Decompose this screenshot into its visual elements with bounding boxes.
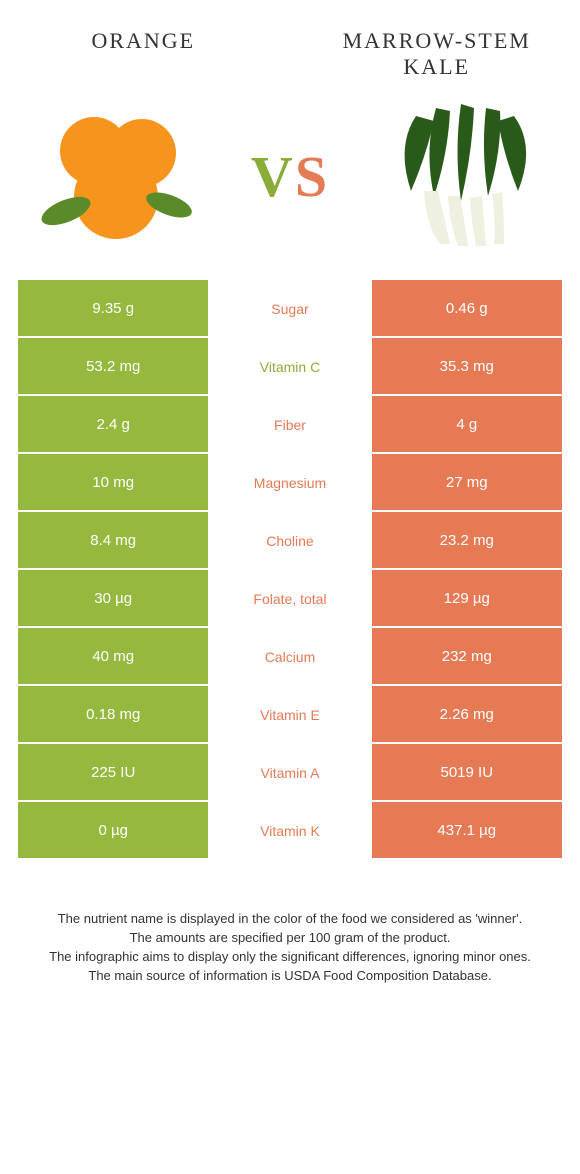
left-value: 8.4 mg [18, 512, 208, 570]
table-row: 40 mgCalcium232 mg [18, 628, 562, 686]
left-value: 10 mg [18, 454, 208, 512]
footer-line-1: The nutrient name is displayed in the co… [32, 910, 548, 929]
footer-notes: The nutrient name is displayed in the co… [18, 860, 562, 985]
footer-line-2: The amounts are specified per 100 gram o… [32, 929, 548, 948]
right-value: 27 mg [372, 454, 562, 512]
nutrient-name: Choline [208, 512, 371, 570]
footer-line-4: The main source of information is USDA F… [32, 967, 548, 986]
left-value: 53.2 mg [18, 338, 208, 396]
footer-line-3: The infographic aims to display only the… [32, 948, 548, 967]
left-value: 9.35 g [18, 280, 208, 338]
nutrient-name: Vitamin K [208, 802, 371, 860]
left-food-title: ORANGE [28, 28, 259, 54]
right-value: 2.26 mg [372, 686, 562, 744]
left-value: 40 mg [18, 628, 208, 686]
table-row: 2.4 gFiber4 g [18, 396, 562, 454]
left-value: 0 µg [18, 802, 208, 860]
nutrient-name: Magnesium [208, 454, 371, 512]
vs-s: S [295, 144, 329, 209]
right-food-title: MARROW-STEM KALE [321, 28, 552, 80]
nutrient-name: Calcium [208, 628, 371, 686]
table-row: 30 µgFolate, total129 µg [18, 570, 562, 628]
right-value: 35.3 mg [372, 338, 562, 396]
nutrient-name: Vitamin E [208, 686, 371, 744]
right-value: 0.46 g [372, 280, 562, 338]
header: ORANGE MARROW-STEM KALE [18, 20, 562, 96]
table-row: 8.4 mgCholine23.2 mg [18, 512, 562, 570]
right-value: 129 µg [372, 570, 562, 628]
right-value: 23.2 mg [372, 512, 562, 570]
nutrient-table: 9.35 gSugar0.46 g53.2 mgVitamin C35.3 mg… [18, 280, 562, 860]
kale-image [376, 96, 556, 256]
right-value: 4 g [372, 396, 562, 454]
orange-image [24, 96, 204, 256]
right-value: 437.1 µg [372, 802, 562, 860]
table-row: 225 IUVitamin A5019 IU [18, 744, 562, 802]
nutrient-name: Folate, total [208, 570, 371, 628]
left-value: 30 µg [18, 570, 208, 628]
table-row: 0 µgVitamin K437.1 µg [18, 802, 562, 860]
left-value: 2.4 g [18, 396, 208, 454]
left-value: 0.18 mg [18, 686, 208, 744]
nutrient-name: Vitamin C [208, 338, 371, 396]
right-value: 5019 IU [372, 744, 562, 802]
nutrient-name: Fiber [208, 396, 371, 454]
nutrient-name: Vitamin A [208, 744, 371, 802]
nutrient-name: Sugar [208, 280, 371, 338]
images-row: VS [18, 96, 562, 280]
table-row: 53.2 mgVitamin C35.3 mg [18, 338, 562, 396]
table-row: 9.35 gSugar0.46 g [18, 280, 562, 338]
vs-label: VS [251, 143, 329, 210]
right-value: 232 mg [372, 628, 562, 686]
vs-v: V [251, 144, 295, 209]
left-value: 225 IU [18, 744, 208, 802]
table-row: 10 mgMagnesium27 mg [18, 454, 562, 512]
table-row: 0.18 mgVitamin E2.26 mg [18, 686, 562, 744]
